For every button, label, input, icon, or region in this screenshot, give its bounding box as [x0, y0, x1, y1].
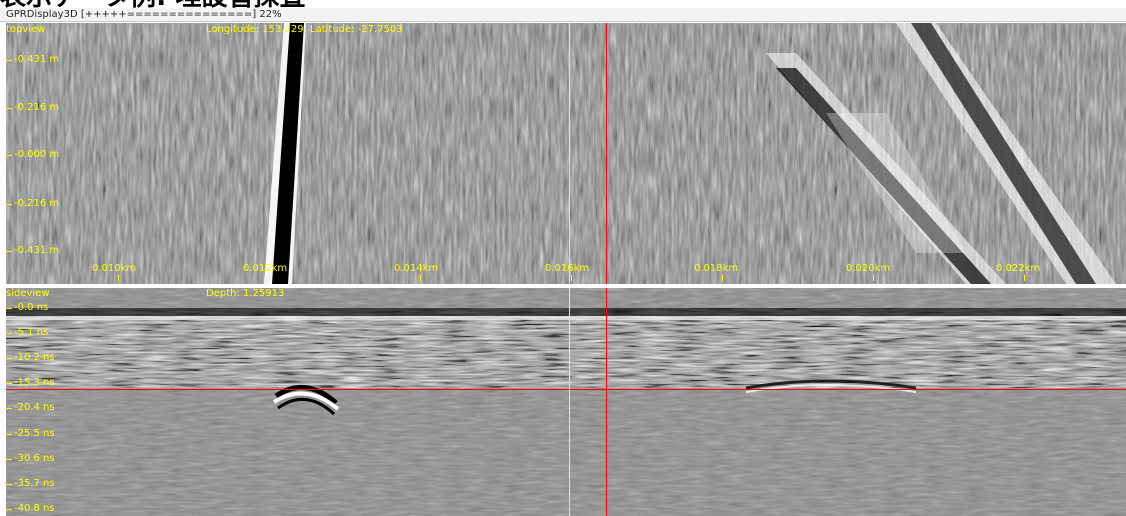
topview-x-tick: 0.018km: [694, 263, 739, 274]
topview-y-tick: -0.431 m: [6, 55, 59, 65]
sideview-image: [6, 288, 1126, 516]
sideview-y-tick: -10.2 ns: [6, 353, 55, 363]
topview-x-tick-mark: [873, 275, 874, 281]
topview-y-tick: -0.216 m: [6, 103, 59, 113]
topview-x-tick: 0.012km: [243, 263, 288, 274]
sideview-y-tick: -40.8 ns: [6, 504, 55, 514]
topview-x-tick-mark: [722, 275, 723, 281]
sideview-y-tick: -25.5 ns: [6, 429, 55, 439]
topview-label: topview: [6, 24, 46, 35]
sideview-yellow-cursor[interactable]: [569, 288, 570, 516]
topview-coordinate-readout: Longitude: 153.229, Latitude: -27.7503: [206, 24, 403, 35]
topview-x-tick: 0.014km: [394, 263, 439, 274]
window-titlebar: GPRDisplay3D [+++++===============] 22%: [0, 8, 1126, 22]
sideview-depth-cursor[interactable]: [6, 389, 1126, 390]
sideview-label: sideview: [6, 288, 50, 299]
topview-yellow-cursor[interactable]: [569, 23, 570, 284]
topview-x-tick-mark: [269, 275, 270, 281]
sideview-y-tick: -0.0 ns: [6, 303, 48, 313]
window-title: GPRDisplay3D [+++++===============] 22%: [6, 9, 282, 20]
topview-x-tick: 0.016km: [545, 263, 590, 274]
topview-x-tick: 0.022km: [996, 263, 1041, 274]
sideview-y-tick: -30.6 ns: [6, 454, 55, 464]
topview-y-tick: -0.216 m: [6, 199, 59, 209]
topview-y-tick: -0.431 m: [6, 246, 59, 256]
sideview-panel[interactable]: sideview Depth: 1.25913 -0.0 ns -5.1 ns …: [6, 288, 1126, 516]
topview-x-tick-mark: [1024, 275, 1025, 281]
topview-x-tick-mark: [420, 275, 421, 281]
sideview-y-tick: -15.3 ns: [6, 378, 55, 388]
topview-image: [6, 23, 1126, 284]
topview-panel[interactable]: topview Longitude: 153.229, Latitude: -2…: [6, 23, 1126, 284]
topview-x-tick-mark: [571, 275, 572, 281]
sideview-red-cursor[interactable]: [606, 288, 607, 516]
topview-red-cursor[interactable]: [606, 23, 607, 284]
topview-x-tick: 0.010km: [92, 263, 137, 274]
sideview-depth-readout: Depth: 1.25913: [206, 288, 285, 299]
sideview-y-tick: -20.4 ns: [6, 403, 55, 413]
topview-x-tick-mark: [118, 275, 119, 281]
topview-x-tick: 0.020km: [846, 263, 891, 274]
sideview-y-tick: -35.7 ns: [6, 479, 55, 489]
page-heading: 表示データ例: 埋設管探査: [0, 0, 1126, 8]
panel-divider[interactable]: [6, 284, 1126, 288]
topview-y-tick: -0.000 m: [6, 150, 59, 160]
sideview-y-tick: -5.1 ns: [6, 328, 48, 338]
